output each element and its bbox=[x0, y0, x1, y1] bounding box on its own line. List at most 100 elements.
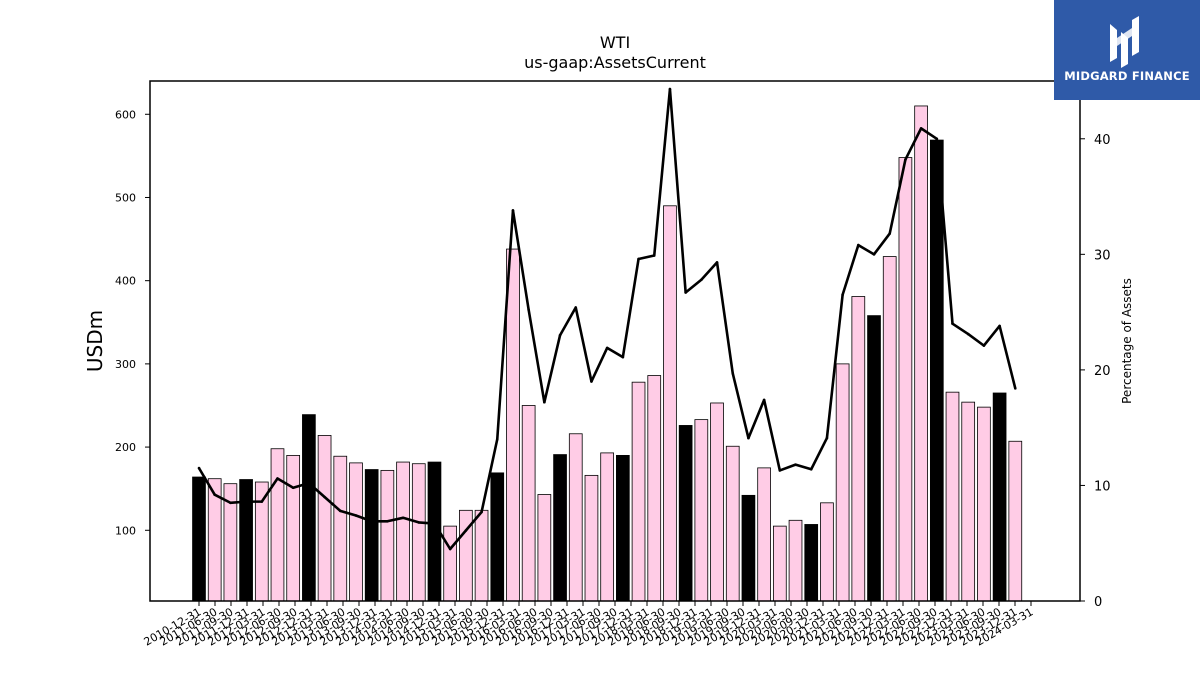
line-point bbox=[386, 519, 389, 523]
line-point bbox=[527, 308, 530, 312]
bar bbox=[804, 524, 819, 602]
bar bbox=[364, 469, 379, 602]
bar bbox=[882, 256, 897, 602]
y-tick-label: 500 bbox=[115, 191, 136, 204]
line-point bbox=[370, 519, 373, 523]
line-series bbox=[197, 87, 1017, 551]
bar bbox=[616, 454, 630, 602]
bar bbox=[506, 248, 520, 602]
bar bbox=[333, 455, 348, 602]
line-point bbox=[857, 243, 860, 247]
bar bbox=[474, 509, 489, 602]
bar bbox=[270, 448, 285, 602]
line-point bbox=[715, 261, 719, 264]
y2-tick-label: 40 bbox=[1094, 133, 1111, 148]
x-axis-ticks: 2010-12-312011-06-302011-09-302011-12-31… bbox=[142, 601, 1036, 649]
bar bbox=[537, 494, 552, 602]
line-point bbox=[244, 500, 248, 503]
bar bbox=[741, 494, 756, 602]
brand-logo: MIDGARD FINANCE bbox=[1054, 0, 1200, 100]
line-point bbox=[872, 253, 876, 256]
line-point bbox=[401, 516, 405, 520]
line-point bbox=[260, 500, 264, 503]
line-point bbox=[700, 278, 703, 282]
line-point bbox=[652, 254, 656, 257]
bar bbox=[898, 157, 913, 602]
line-point bbox=[417, 521, 421, 524]
bar bbox=[867, 315, 881, 602]
bar bbox=[757, 467, 771, 602]
line-point bbox=[982, 344, 986, 347]
line-point bbox=[794, 463, 797, 466]
y-tick-label: 200 bbox=[115, 441, 136, 454]
line-point bbox=[495, 437, 499, 441]
line-point bbox=[323, 495, 326, 499]
bar bbox=[710, 402, 724, 602]
line-point bbox=[825, 436, 829, 440]
bar bbox=[820, 502, 834, 602]
line-point bbox=[590, 380, 593, 383]
bar bbox=[443, 525, 458, 602]
line-point bbox=[307, 481, 311, 485]
bar bbox=[411, 463, 426, 602]
bar bbox=[945, 391, 960, 602]
y2-axis-label: Percentage of Assets bbox=[1120, 278, 1134, 404]
bar bbox=[977, 406, 991, 602]
bar bbox=[663, 205, 677, 602]
line-point bbox=[354, 514, 358, 517]
y2-tick-label: 10 bbox=[1094, 479, 1111, 494]
bar bbox=[600, 452, 614, 602]
line-point bbox=[684, 291, 687, 294]
line-point bbox=[637, 257, 640, 261]
bar bbox=[631, 381, 646, 602]
bar bbox=[568, 433, 583, 602]
line-point bbox=[464, 529, 468, 532]
midgard-logo-icon bbox=[1110, 16, 1139, 68]
chart-title: WTI bbox=[600, 33, 630, 52]
line-point bbox=[511, 209, 515, 212]
line-point bbox=[747, 436, 750, 440]
line-point bbox=[778, 469, 782, 472]
bar bbox=[961, 401, 976, 602]
bar bbox=[772, 525, 787, 602]
line-point bbox=[841, 293, 844, 297]
line-point bbox=[919, 127, 923, 130]
bar-series bbox=[192, 105, 1023, 602]
bar bbox=[317, 435, 332, 602]
line-point bbox=[574, 306, 578, 309]
y-axis-label: USDm bbox=[83, 310, 107, 372]
y2-tick-label: 0 bbox=[1094, 595, 1102, 610]
bar bbox=[521, 405, 536, 602]
line-point bbox=[543, 400, 546, 404]
chart-subtitle: us-gaap:AssetsCurrent bbox=[524, 53, 706, 72]
line-point bbox=[448, 547, 452, 551]
line-point bbox=[731, 372, 735, 375]
bar bbox=[239, 479, 253, 602]
line-point bbox=[935, 137, 939, 141]
bar bbox=[302, 414, 316, 602]
bar bbox=[490, 472, 505, 602]
line-point bbox=[480, 510, 483, 514]
y2-tick-label: 30 bbox=[1094, 248, 1111, 263]
y-tick-label: 600 bbox=[115, 108, 136, 121]
line-point bbox=[291, 486, 295, 490]
bar bbox=[835, 363, 850, 602]
bar bbox=[992, 392, 1007, 602]
bar bbox=[1008, 440, 1023, 602]
y2-tick-label: 20 bbox=[1094, 364, 1111, 379]
line-point bbox=[1014, 387, 1017, 390]
bar bbox=[286, 454, 301, 602]
line-point bbox=[966, 332, 970, 336]
bar bbox=[678, 425, 693, 602]
line-point bbox=[558, 333, 562, 337]
left-axis-ticks: 100 200 300 400 500 600 bbox=[115, 108, 150, 537]
bar bbox=[192, 476, 206, 602]
line-point bbox=[888, 232, 892, 235]
bar bbox=[584, 474, 599, 602]
line-point bbox=[605, 346, 609, 350]
bar bbox=[396, 461, 410, 602]
line-point bbox=[276, 477, 279, 480]
bar bbox=[553, 454, 567, 602]
line-point bbox=[668, 87, 672, 91]
